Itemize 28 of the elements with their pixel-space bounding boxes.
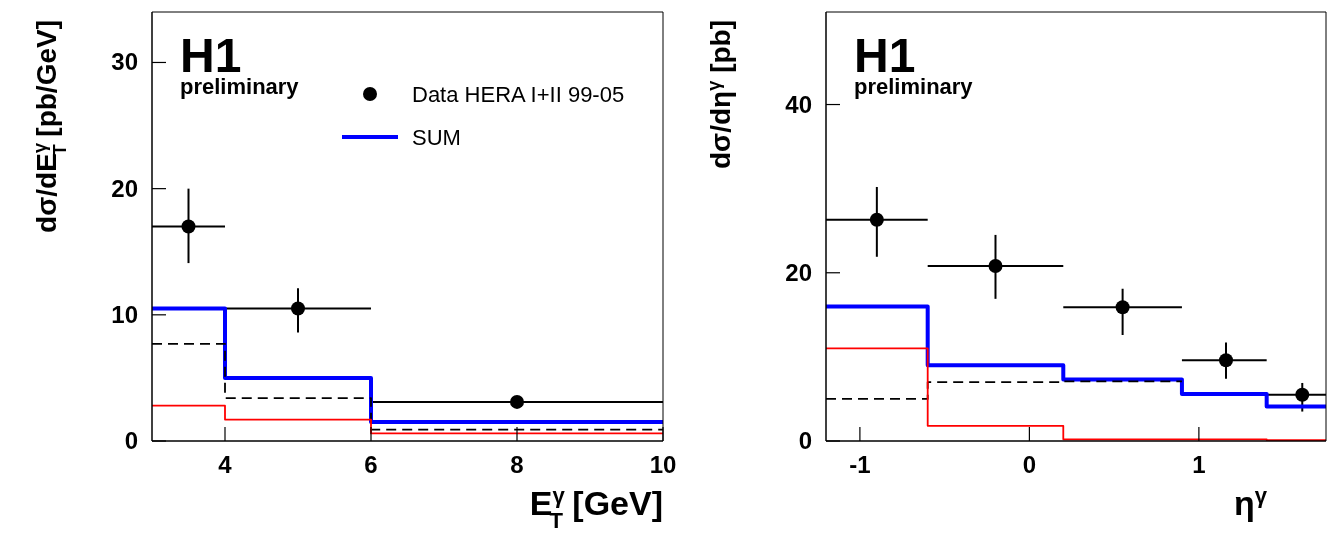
y-tick-label: 20 [785,258,812,286]
x-tick-label: 0 [1022,451,1037,478]
point [291,301,305,316]
text: preliminary [180,74,300,99]
y-tick-label: 0 [124,427,138,454]
legend-label: Data HERA I+II 99-05 [412,82,625,107]
y-tick-label: 20 [111,174,138,202]
point [181,219,196,234]
point [1295,387,1310,402]
y-tick-label: 0 [798,427,812,454]
text: preliminary [854,74,974,99]
y-tick-label: 40 [785,90,812,118]
x-tick-label: 8 [510,451,524,478]
x-axis-title: E$^{γ}$$_{T}$ [GeV] [529,482,663,533]
point [869,212,884,227]
legend-label: SUM [412,125,461,150]
x-tick-label: 4 [218,451,233,478]
y-tick-label: 10 [111,300,138,328]
x-tick-label: 10 [649,451,677,478]
point [1115,300,1130,315]
x-tick-label: -1 [849,451,871,478]
point [510,394,524,409]
x-axis-title: η$^{γ}$ [1233,482,1268,522]
x-tick-label: 6 [364,451,378,478]
x-tick-label: 1 [1192,451,1206,478]
point [1219,353,1233,368]
point [988,259,1003,274]
y-tick-label: 30 [111,48,138,76]
